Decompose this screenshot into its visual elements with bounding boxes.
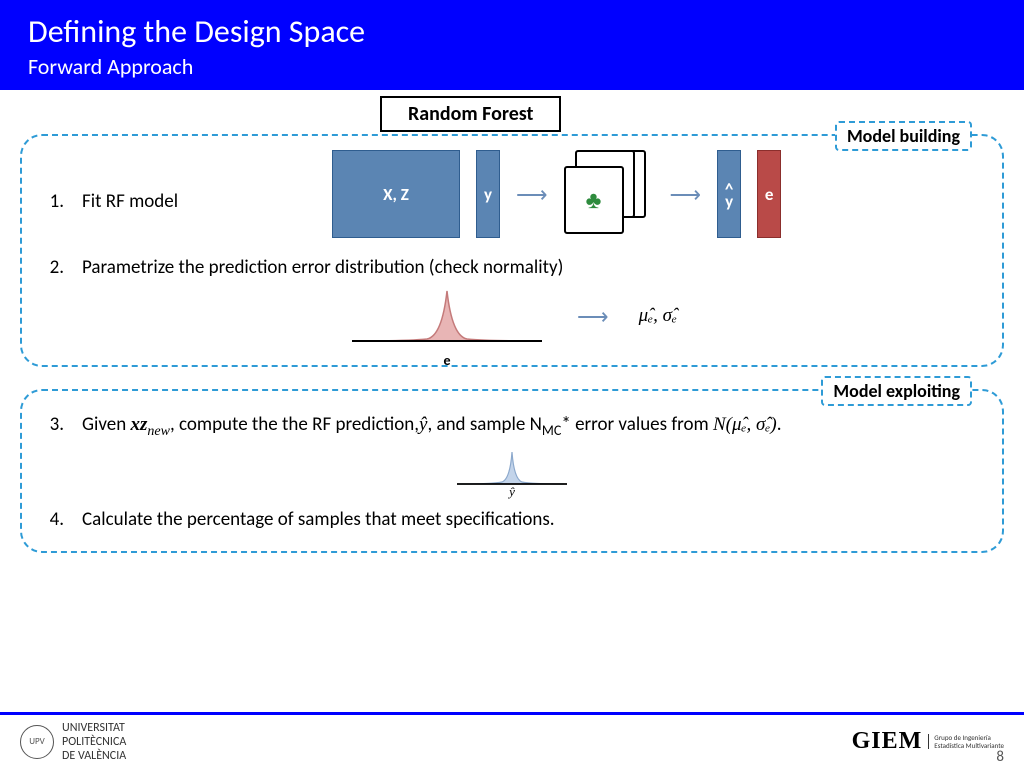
- error-distribution-row: e ⟶ μ̂ₑ, σ̂ₑ: [42, 281, 982, 351]
- error-distribution-icon: e: [347, 281, 547, 351]
- panel-label-exploiting: Model exploiting: [821, 376, 972, 406]
- arrow-icon: ⟶: [577, 303, 609, 330]
- arrow-icon: ⟶: [670, 181, 702, 208]
- arrow-icon: ⟶: [516, 181, 548, 208]
- giem-logo-text: GIEM: [852, 728, 923, 755]
- random-forest-label: Random Forest: [380, 96, 561, 132]
- tree-stack-icon: ♣: [564, 150, 654, 238]
- slide-footer: UPV UNIVERSITAT POLITÈCNICA DE VALÈNCIA …: [0, 712, 1024, 768]
- yhat-block: ^ y: [717, 150, 741, 238]
- dist-axis-label: e: [444, 352, 451, 369]
- page-number: 8: [996, 748, 1004, 766]
- step-3: 3. Given xznew, compute the the RF predi…: [42, 413, 982, 440]
- slide-subtitle: Forward Approach: [28, 53, 996, 80]
- slide-title: Defining the Design Space: [28, 12, 996, 51]
- step-1: 1. Fit RF model: [42, 190, 272, 213]
- giem-logo-block: GIEM Grupo de Ingeniería Estadística Mul…: [852, 728, 1004, 755]
- step-2: 2. Parametrize the prediction error dist…: [42, 256, 982, 279]
- panel-label-building: Model building: [835, 121, 972, 151]
- step-text: Calculate the percentage of samples that…: [82, 508, 982, 531]
- rf-diagram: X, Z y ⟶ ♣ ⟶ ^ y e: [332, 150, 781, 238]
- upv-logo-block: UPV UNIVERSITAT POLITÈCNICA DE VALÈNCIA: [20, 721, 126, 763]
- e-block: e: [757, 150, 781, 238]
- tree-icon: ♣: [586, 186, 602, 215]
- upv-seal-icon: UPV: [20, 725, 54, 759]
- model-exploiting-panel: Model exploiting 3. Given xznew, compute…: [20, 389, 1004, 553]
- slide-body: Random Forest Model building 1. Fit RF m…: [0, 90, 1024, 563]
- step-number: 3.: [42, 413, 82, 436]
- step-number: 4.: [42, 508, 82, 531]
- step-text: Fit RF model: [82, 190, 272, 213]
- model-building-panel: Model building 1. Fit RF model X, Z y ⟶ …: [20, 134, 1004, 367]
- y-block: y: [476, 150, 500, 238]
- step-4: 4. Calculate the percentage of samples t…: [42, 508, 982, 531]
- error-params: μ̂ₑ, σ̂ₑ: [639, 305, 677, 327]
- step-text: Parametrize the prediction error distrib…: [82, 256, 982, 279]
- step-text: Given xznew, compute the the RF predicti…: [82, 413, 982, 440]
- step-number: 1.: [42, 190, 82, 213]
- step-number: 2.: [42, 256, 82, 279]
- slide-header: Defining the Design Space Forward Approa…: [0, 0, 1024, 90]
- xz-block: X, Z: [332, 150, 460, 238]
- small-dist-label: ŷ: [42, 484, 982, 500]
